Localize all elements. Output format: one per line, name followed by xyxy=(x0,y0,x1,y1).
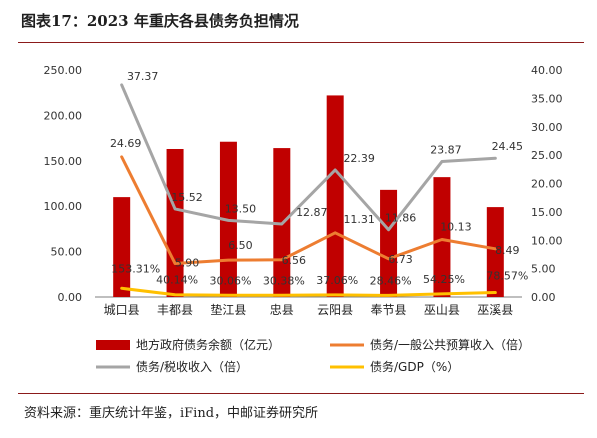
data-label: 10.13 xyxy=(440,221,472,234)
data-label: 8.49 xyxy=(495,244,520,257)
data-label: 153.31% xyxy=(111,262,160,275)
right-axis-tick-label: 25.00 xyxy=(531,149,563,162)
source-note: 资料来源：重庆统计年鉴，iFind，中邮证券研究所 xyxy=(24,406,319,421)
right-axis-tick-label: 5.00 xyxy=(531,263,556,276)
left-axis-tick-label: 250.00 xyxy=(44,64,83,77)
right-axis-tick-label: 20.00 xyxy=(531,178,563,191)
figure-title: 图表17：2023 年重庆各县债务负担情况 xyxy=(21,12,299,30)
right-axis-tick-label: 0.00 xyxy=(531,291,556,304)
left-axis-tick-label: 0.00 xyxy=(58,291,83,304)
x-axis-category-label: 云阳县 xyxy=(317,303,353,317)
data-label: 37.06% xyxy=(316,274,358,287)
x-axis-category-label: 丰都县 xyxy=(157,303,193,317)
right-axis-tick-label: 10.00 xyxy=(531,234,563,247)
data-label: 40.14% xyxy=(156,274,198,287)
bar xyxy=(433,177,451,297)
source-rule xyxy=(18,393,584,394)
data-label: 78.57% xyxy=(486,270,528,283)
data-label: 54.25% xyxy=(423,273,465,286)
bar xyxy=(166,148,184,297)
data-label: 11.86 xyxy=(385,212,417,225)
legend-label: 债务/税收收入（倍） xyxy=(136,359,248,374)
data-label: 6.73 xyxy=(388,253,413,266)
data-label: 30.06% xyxy=(209,274,251,287)
title-rule xyxy=(18,42,584,43)
data-label: 24.69 xyxy=(110,137,142,150)
data-label: 22.39 xyxy=(343,152,375,165)
data-label: 24.45 xyxy=(492,140,524,153)
data-label: 5.90 xyxy=(175,257,200,270)
right-axis-tick-label: 15.00 xyxy=(531,206,563,219)
legend-label: 债务/GDP（%） xyxy=(370,359,459,374)
legend: 地方政府债务余额（亿元） 债务/一般公共预算收入（倍） 债务/税收收入（倍） 债务/G… xyxy=(96,337,530,374)
x-axis-category-label: 巫山县 xyxy=(424,303,460,317)
left-axis-tick-label: 50.00 xyxy=(51,246,83,259)
data-label: 6.56 xyxy=(282,254,307,267)
x-axis-category-label: 城口县 xyxy=(104,303,140,317)
right-axis-tick-label: 35.00 xyxy=(531,92,563,105)
data-label: 6.50 xyxy=(228,239,253,252)
data-labels: 37.37 15.52 13.50 12.87 22.39 11.86 23.87 24.45… xyxy=(110,70,528,287)
left-axis-tick-label: 200.00 xyxy=(44,109,83,122)
data-label: 11.31 xyxy=(343,213,375,226)
series-line xyxy=(120,83,497,232)
right-axis-tick-label: 30.00 xyxy=(531,121,563,134)
legend-swatch xyxy=(96,340,130,350)
data-label: 13.50 xyxy=(225,202,257,215)
bar xyxy=(380,189,398,297)
bar xyxy=(326,95,344,297)
bar xyxy=(113,197,131,297)
x-axis-category-label: 忠县 xyxy=(270,303,294,317)
chart-axes: 0.00 50.00 100.00 150.00 200.00 250.00 0.00 5.0… xyxy=(44,64,563,317)
x-axis-category-label: 巫溪县 xyxy=(477,303,513,317)
data-label: 30.38% xyxy=(263,274,305,287)
x-axis-category-label: 垫江县 xyxy=(210,302,246,317)
data-label: 28.46% xyxy=(370,274,412,287)
legend-label: 债务/一般公共预算收入（倍） xyxy=(370,337,530,352)
data-label: 23.87 xyxy=(430,144,462,157)
series-line xyxy=(120,155,497,266)
x-axis-category-label: 奉节县 xyxy=(371,303,407,317)
right-axis-tick-label: 40.00 xyxy=(531,64,563,77)
line-series xyxy=(120,83,497,297)
data-label: 37.37 xyxy=(127,70,159,83)
left-axis-tick-label: 150.00 xyxy=(44,155,83,168)
bar xyxy=(486,207,504,297)
data-label: 15.52 xyxy=(171,191,203,204)
legend-label: 地方政府债务余额（亿元） xyxy=(136,337,280,352)
series-line xyxy=(120,286,497,297)
left-axis-tick-label: 100.00 xyxy=(44,200,83,213)
data-label: 12.87 xyxy=(296,206,328,219)
